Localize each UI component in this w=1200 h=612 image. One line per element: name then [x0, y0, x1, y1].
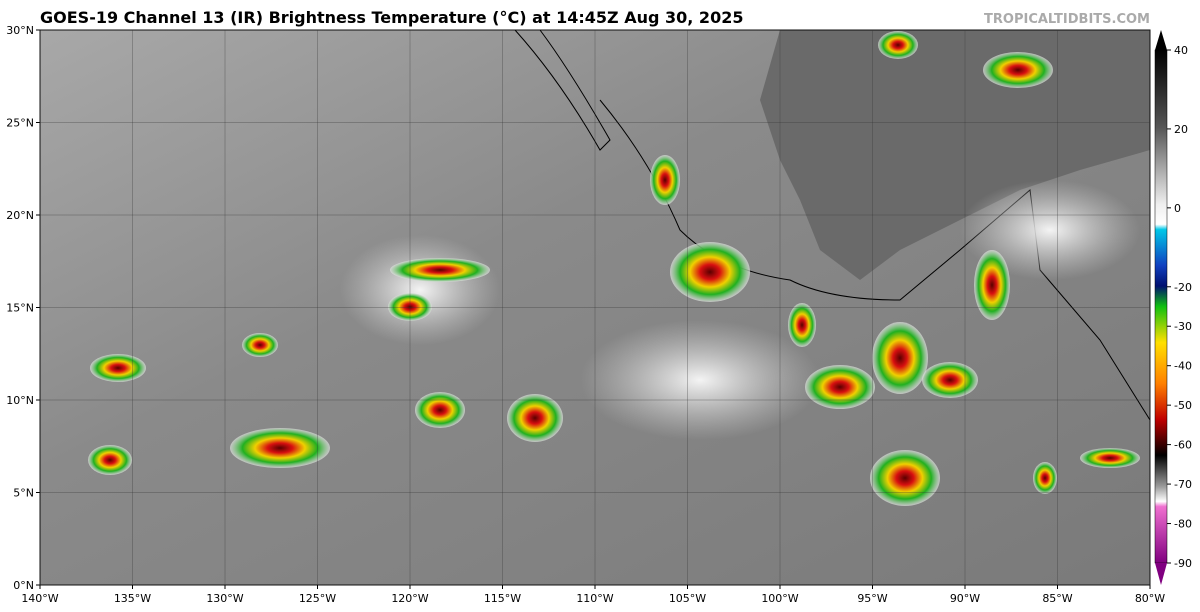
- lon-label: 105°W: [669, 592, 706, 605]
- lat-label: 5°N: [13, 487, 34, 500]
- grid: 0°N 5°N 10°N 15°N 20°N 25°N 30°N 140°W 135°W 130°…: [6, 24, 1165, 605]
- colorbar-label: -90: [1174, 557, 1192, 570]
- title: GOES-19 Channel 13 (IR) Brightness Tempe…: [40, 8, 743, 27]
- lon-label: 100°W: [761, 592, 798, 605]
- lon-label: 110°W: [576, 592, 613, 605]
- lat-label: 30°N: [6, 24, 34, 37]
- lon-label: 90°W: [950, 592, 980, 605]
- colorbar: [1154, 49, 1168, 564]
- colorbar-label: -30: [1174, 320, 1192, 333]
- colorbar-label: -40: [1174, 360, 1192, 373]
- colorbar-label: -50: [1174, 399, 1192, 412]
- colorbar-label: -20: [1174, 281, 1192, 294]
- lat-label: 10°N: [6, 394, 34, 407]
- lon-label: 125°W: [299, 592, 336, 605]
- lon-label: 80°W: [1135, 592, 1165, 605]
- colorbar-label: -60: [1174, 439, 1192, 452]
- lat-label: 20°N: [6, 209, 34, 222]
- colorbar-label: 40: [1174, 44, 1188, 57]
- lon-label: 135°W: [114, 592, 151, 605]
- lon-label: 130°W: [206, 592, 243, 605]
- colorbar-label: 20: [1174, 123, 1188, 136]
- colorbar-end: [1155, 563, 1167, 585]
- colorbar-label: 0: [1174, 202, 1181, 215]
- colorbar-label: -70: [1174, 478, 1192, 491]
- lat-label: 0°N: [13, 579, 34, 592]
- lon-label: 120°W: [391, 592, 428, 605]
- lat-label: 25°N: [6, 117, 34, 130]
- colorbar-label: -80: [1174, 518, 1192, 531]
- lon-label: 140°W: [21, 592, 58, 605]
- lon-label: 95°W: [857, 592, 887, 605]
- lon-label: 115°W: [484, 592, 521, 605]
- lon-label: 85°W: [1042, 592, 1072, 605]
- source: TROPICALTIDBITS.COM: [984, 12, 1150, 27]
- lat-label: 15°N: [6, 302, 34, 315]
- colorbar-end: [1155, 30, 1167, 50]
